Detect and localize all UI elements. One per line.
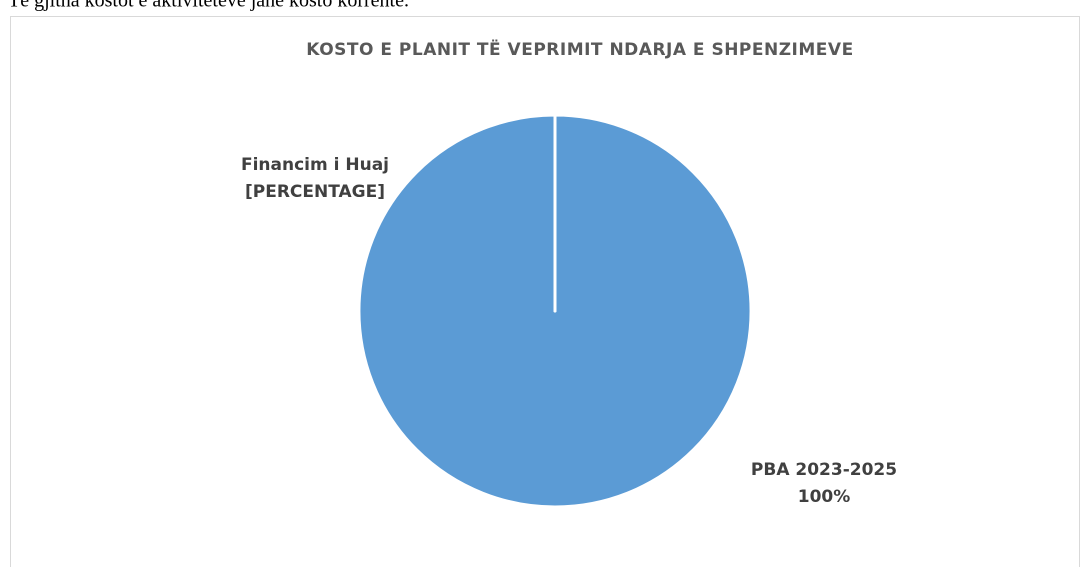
data-label-category: Financim i Huaj xyxy=(241,155,389,175)
data-label-category: PBA 2023-2025 xyxy=(751,460,897,480)
intro-text: Të gjitha kostot e aktiviteteve janë kos… xyxy=(8,0,409,12)
chart-title: KOSTO E PLANIT TË VEPRIMIT NDARJA E SHPE… xyxy=(306,38,853,60)
data-label-value: 100% xyxy=(798,487,851,507)
data-label-value: [PERCENTAGE] xyxy=(245,182,385,202)
